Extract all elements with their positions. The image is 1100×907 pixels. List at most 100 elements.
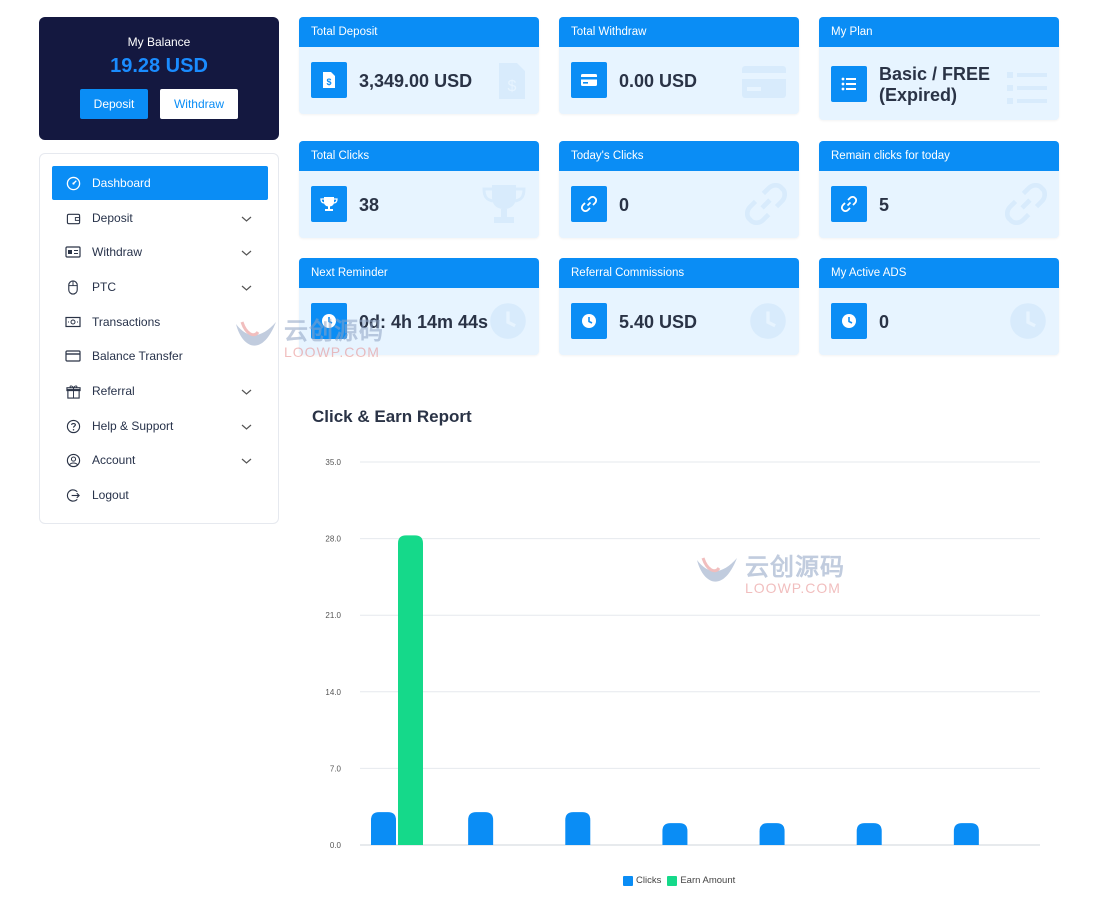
stat-title: Total Withdraw — [559, 17, 799, 47]
link-icon — [831, 186, 867, 222]
deposit-button[interactable]: Deposit — [80, 89, 148, 119]
stat-value: 3,349.00 USD — [359, 71, 473, 91]
sidebar-item-label: Logout — [92, 488, 129, 502]
watermark-emblem — [697, 557, 737, 582]
list-icon — [831, 66, 867, 102]
bar-clicks-5[interactable] — [856, 823, 882, 845]
chevron-down-icon — [241, 246, 252, 260]
bar-clicks-2[interactable] — [565, 812, 591, 845]
balance-label: My Balance — [127, 35, 191, 49]
id-card-icon — [65, 244, 81, 260]
chevron-down-icon — [241, 385, 252, 399]
sidebar-item-label: Balance Transfer — [92, 349, 183, 363]
sidebar-item-label: Withdraw — [92, 245, 143, 259]
stat-title: My Plan — [819, 17, 1059, 47]
sidebar-item-deposit[interactable]: Deposit — [52, 201, 268, 235]
bar-clicks-6[interactable] — [953, 823, 979, 845]
sidebar-item-balance-transfer[interactable]: Balance Transfer — [52, 339, 268, 373]
money-icon — [65, 314, 81, 330]
clock-icon — [571, 303, 607, 339]
watermark-en: LOOWP.COM — [284, 344, 380, 360]
stat-card-my-plan: My Plan Basic / FREE (Expired) — [819, 17, 1059, 120]
clock-icon — [831, 303, 867, 339]
y-tick-label: 14.0 — [325, 688, 341, 697]
sidebar-item-ptc[interactable]: PTC — [52, 270, 268, 304]
svg-text:$: $ — [326, 77, 331, 87]
mouse-icon — [65, 279, 81, 295]
stat-title: Next Reminder — [299, 258, 539, 288]
sidebar-item-help-support[interactable]: Help & Support — [52, 409, 268, 443]
stat-title: Total Deposit — [299, 17, 539, 47]
sidebar-item-label: Help & Support — [92, 419, 174, 433]
sidebar-item-referral[interactable]: Referral — [52, 374, 268, 408]
invoice-dollar-icon: $ — [497, 61, 527, 106]
trophy-icon — [481, 183, 527, 230]
sidebar-nav: Dashboard Deposit Withdraw PTC Transacti… — [39, 153, 279, 524]
watermark-en: LOOWP.COM — [745, 580, 841, 596]
link-icon — [744, 182, 788, 230]
sidebar-item-withdraw[interactable]: Withdraw — [52, 235, 268, 269]
stat-value: 0.00 USD — [619, 71, 698, 91]
withdraw-button[interactable]: Withdraw — [160, 89, 238, 119]
y-tick-label: 35.0 — [325, 458, 341, 467]
watermark-emblem — [236, 321, 276, 346]
bar-clicks-0[interactable] — [371, 812, 396, 845]
sidebar-item-logout[interactable]: Logout — [52, 478, 268, 512]
chevron-down-icon — [241, 420, 252, 434]
wallet-icon — [65, 210, 81, 226]
stat-title: Referral Commissions — [559, 258, 799, 288]
stat-value: 0d: 4h 14m 44s — [359, 312, 489, 332]
stat-value: 38 — [359, 195, 380, 215]
link-icon — [571, 186, 607, 222]
sidebar-item-label: Deposit — [92, 211, 133, 225]
legend-label-earn[interactable]: Earn Amount — [680, 875, 736, 886]
legend-label-clicks[interactable]: Clicks — [636, 875, 662, 886]
link-icon — [1004, 182, 1048, 230]
bar-clicks-4[interactable] — [759, 823, 785, 845]
y-tick-label: 21.0 — [325, 611, 341, 620]
user-circle-icon — [65, 452, 81, 468]
stat-value: 0 — [619, 195, 630, 215]
watermark-logo: 云创源码 LOOWP.COM — [693, 554, 845, 598]
click-earn-chart: 0.0 7.0 14.0 21.0 28.0 35.0 — [325, 458, 1040, 850]
stat-title: Remain clicks for today — [819, 141, 1059, 171]
clock-icon — [1009, 302, 1047, 345]
sidebar-item-label: Account — [92, 453, 136, 467]
stat-value: Basic / FREE (Expired) — [879, 64, 991, 105]
y-tick-label: 0.0 — [330, 841, 342, 850]
y-tick-label: 28.0 — [325, 535, 341, 544]
stat-card-referral-commissions: Referral Commissions 5.40 USD — [559, 258, 799, 355]
balance-card: My Balance 19.28 USD Deposit Withdraw — [39, 17, 279, 140]
stat-card-total-withdraw: Total Withdraw 0.00 USD — [559, 17, 799, 114]
list-icon — [1007, 71, 1047, 110]
bar-clicks-3[interactable] — [662, 823, 688, 845]
credit-card-icon — [65, 348, 81, 364]
clock-icon — [749, 302, 787, 345]
gauge-icon — [65, 175, 81, 191]
gift-icon — [65, 383, 81, 399]
sidebar-item-account[interactable]: Account — [52, 443, 268, 477]
stat-title: My Active ADS — [819, 258, 1059, 288]
sidebar-item-transactions[interactable]: Transactions — [52, 305, 268, 339]
bar-earn-amount-0[interactable] — [398, 535, 423, 845]
sidebar-item-dashboard[interactable]: Dashboard — [52, 166, 268, 200]
invoice-dollar-icon: $ — [311, 62, 347, 98]
bar-clicks-1[interactable] — [468, 812, 494, 845]
question-icon — [65, 418, 81, 434]
watermark-cn: 云创源码 — [284, 318, 384, 345]
stat-value: 5 — [879, 195, 890, 215]
stat-value: 0 — [879, 312, 890, 332]
stat-card-my-active-ads: My Active ADS 0 — [819, 258, 1059, 355]
watermark-cn: 云创源码 — [745, 554, 845, 581]
stat-card-total-clicks: Total Clicks 38 — [299, 141, 539, 238]
sidebar-item-label: PTC — [92, 280, 116, 294]
svg-text:$: $ — [508, 78, 517, 95]
logout-icon — [65, 487, 81, 503]
chevron-down-icon — [241, 281, 252, 295]
legend-swatch-clicks — [623, 875, 633, 886]
report-title: Click & Earn Report — [312, 407, 472, 426]
stat-title: Today's Clicks — [559, 141, 799, 171]
legend-swatch-earn — [667, 875, 678, 886]
credit-card-icon — [571, 62, 607, 98]
stat-value: 5.40 USD — [619, 312, 698, 332]
